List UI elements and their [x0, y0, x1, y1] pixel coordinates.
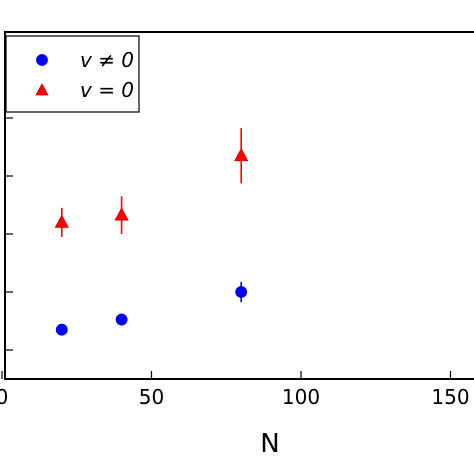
- data-points: [54, 128, 249, 336]
- legend: v ≠ 0 v = 0: [5, 35, 140, 113]
- marker-series-0-point-0: [55, 323, 68, 336]
- marker-series-1-point-1: [114, 207, 129, 221]
- x-axis-ticks: [1, 371, 452, 379]
- y-axis-ticks: [5, 117, 13, 351]
- marker-series-1-point-0: [54, 214, 69, 228]
- x-axis-tick-labels: 0 50 100 150: [0, 385, 470, 409]
- x-tick-label-3: 150: [431, 385, 469, 409]
- legend-marker-series-1: [35, 83, 49, 96]
- marker-series-1-point-2: [234, 147, 249, 162]
- legend-label-series-1: v = 0: [80, 78, 134, 102]
- legend-marker-series-0: [36, 54, 48, 66]
- x-axis-label: N: [260, 429, 279, 459]
- x-tick-label-0: 0: [0, 385, 8, 409]
- legend-label-series-0: v ≠ 0: [80, 48, 134, 72]
- x-tick-label-2: 100: [282, 385, 320, 409]
- marker-series-0-point-1: [115, 313, 128, 326]
- x-tick-label-1: 50: [139, 385, 164, 409]
- marker-series-0-point-2: [235, 286, 248, 298]
- legend-box: [5, 35, 140, 113]
